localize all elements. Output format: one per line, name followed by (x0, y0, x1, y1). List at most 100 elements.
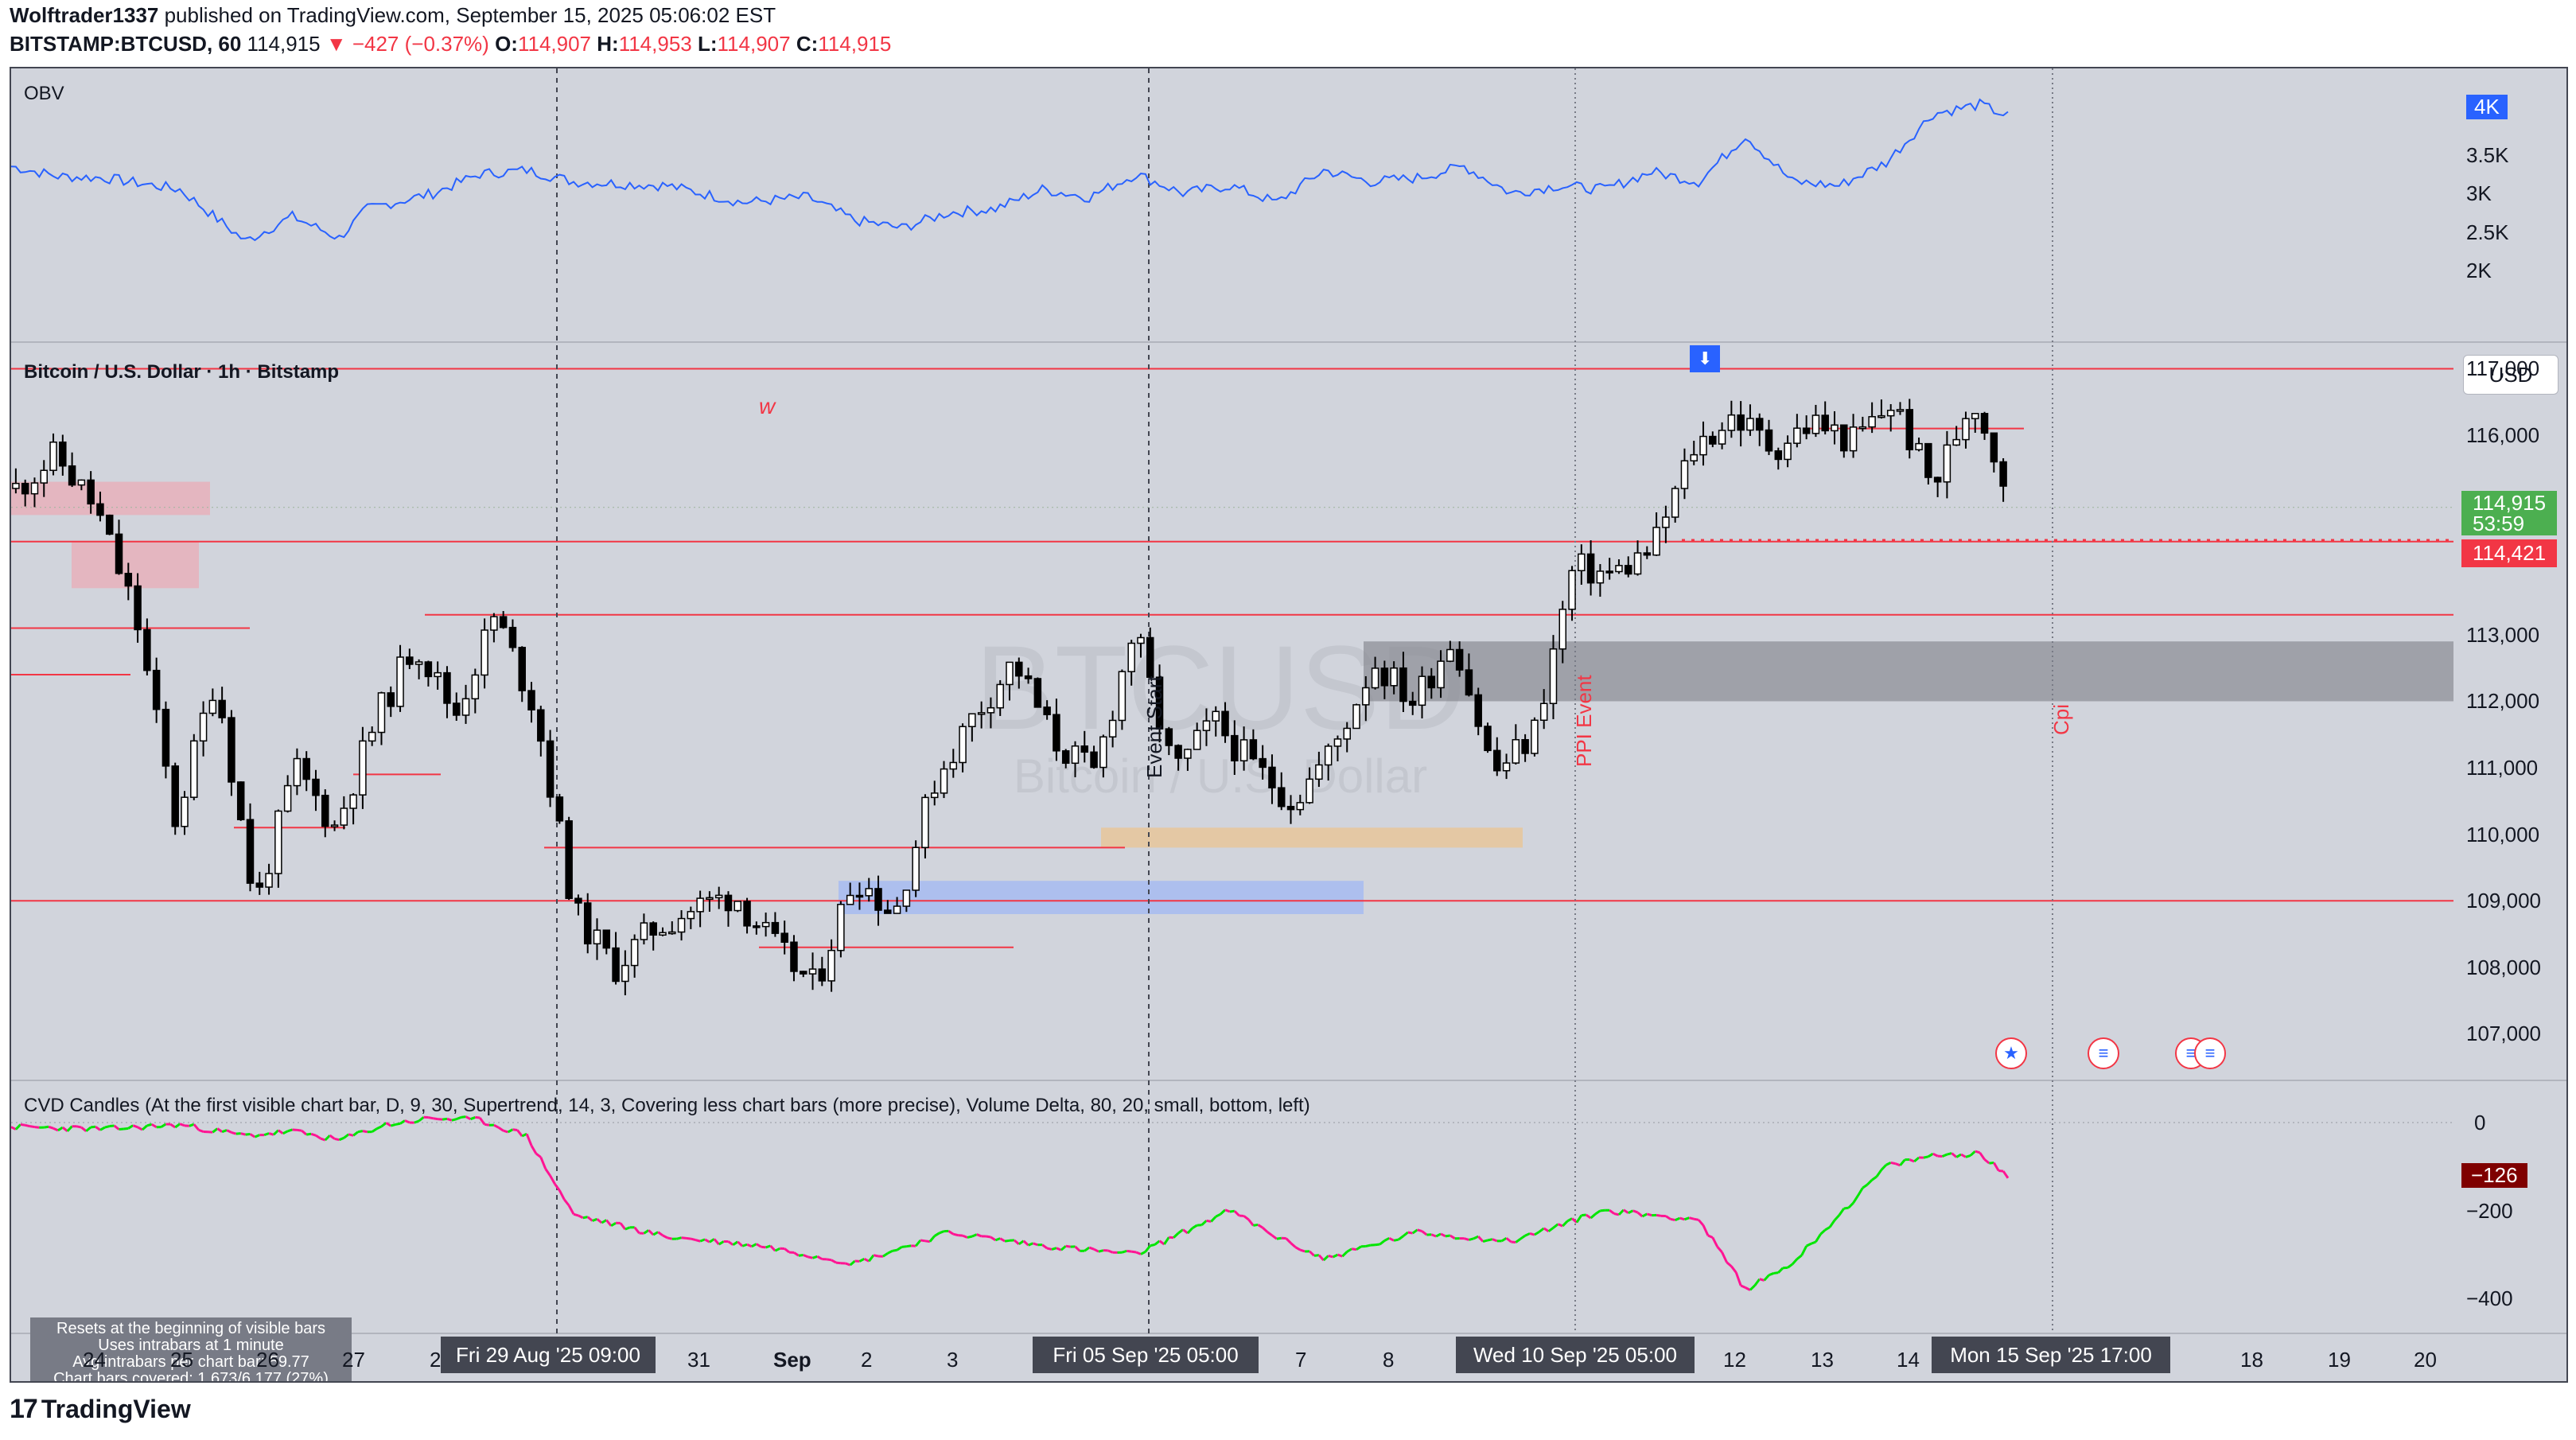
cvd-segment (1022, 1240, 1029, 1247)
chart-frame[interactable]: BTCUSD Bitcoin / U.S. Dollar w Event Start… (10, 67, 2568, 1383)
candle-body (1108, 719, 1117, 738)
cvd-segment (1890, 1161, 1896, 1166)
cvd-segment (1670, 1217, 1675, 1222)
candle-body (1831, 424, 1839, 432)
economic-event-icon[interactable]: ★ (1995, 1037, 2027, 1069)
time-axis-label: 12 (1723, 1348, 1746, 1372)
candle-body (1615, 565, 1623, 573)
cvd-segment (727, 1240, 734, 1246)
cvd-segment (1688, 1216, 1695, 1220)
cvd-segment (113, 1124, 120, 1131)
candle-body (1493, 749, 1501, 772)
cvd-segment (826, 1258, 832, 1262)
ppi-event-label: PPI Event (1572, 675, 1596, 767)
download-arrow-icon[interactable]: ⬇ (1690, 345, 1721, 372)
candle-body (1878, 414, 1885, 418)
cvd-segment (1417, 1228, 1422, 1233)
cvd-segment (1866, 1179, 1874, 1186)
cvd-segment (1056, 1247, 1062, 1251)
cvd-segment (1233, 1210, 1240, 1217)
zone-rect (1101, 827, 1523, 848)
cvd-segment (272, 1129, 279, 1136)
cvd-segment (563, 1198, 570, 1207)
cvd-segment (831, 1259, 837, 1264)
cvd-segment (1299, 1248, 1306, 1253)
cvd-segment (1294, 1246, 1302, 1251)
cvd-segment (1613, 1212, 1620, 1216)
cvd-segment (625, 1226, 631, 1231)
price-axis-label: 107,000 (2466, 1022, 2541, 1046)
candle-body (1512, 739, 1520, 764)
candle-body (330, 824, 339, 827)
down-arrow-icon: ▼ (325, 32, 347, 56)
cvd-segment (596, 1218, 603, 1224)
cvd-segment (1787, 1263, 1793, 1269)
candle-body (49, 442, 57, 471)
cvd-segment (751, 1243, 757, 1248)
candle-body (236, 781, 245, 820)
cvd-segment (657, 1231, 663, 1237)
cvd-segment (169, 1123, 177, 1129)
candle-body (1399, 667, 1407, 702)
cvd-segment (57, 1126, 64, 1132)
cvd-segment (315, 1134, 321, 1140)
candle-body (340, 808, 348, 826)
cvd-segment (179, 1123, 185, 1127)
candle-body (808, 968, 817, 975)
currency-selector[interactable]: USD (2463, 355, 2558, 395)
cvd-segment (1267, 1231, 1273, 1237)
cvd-segment (14, 1123, 21, 1131)
cvd-segment (338, 1136, 344, 1142)
candle-body (77, 479, 86, 486)
cvd-segment (1332, 1253, 1339, 1259)
info-line: Avg intrabars per chart bar: 59.77 (72, 1353, 309, 1371)
candle-body (968, 713, 976, 728)
cvd-segment (1337, 1253, 1343, 1258)
candle-body (1821, 414, 1829, 432)
candle-body (40, 469, 48, 484)
cvd-segment (1534, 1231, 1540, 1236)
candle-body (1193, 730, 1201, 750)
cvd-segment (1656, 1213, 1662, 1217)
cvd-segment (924, 1240, 931, 1243)
candle-body (190, 740, 198, 798)
cvd-segment (1847, 1201, 1854, 1209)
cvd-segment (676, 1236, 682, 1240)
cvd-segment (53, 1127, 59, 1132)
candle-body (1352, 704, 1360, 730)
cvd-segment (48, 1125, 54, 1130)
cvd-segment (920, 1239, 926, 1243)
cvd-segment (1810, 1240, 1816, 1245)
cvd-segment (1697, 1219, 1705, 1227)
candle-body (949, 761, 958, 770)
tradingview-footer[interactable]: 17 TradingView (10, 1394, 191, 1425)
marked-level-badge: 114,421 (2461, 539, 2557, 568)
cvd-segment (141, 1124, 148, 1131)
open-value: 114,907 (517, 32, 592, 56)
time-axis-label: 25 (170, 1348, 193, 1372)
candle-body (537, 709, 545, 742)
cvd-segment (1800, 1245, 1807, 1256)
cvd-segment (348, 1133, 354, 1137)
cvd-segment (1609, 1209, 1615, 1215)
candle-body (1896, 409, 1905, 412)
cvd-segment (85, 1126, 92, 1132)
author-name[interactable]: Wolftrader1337 (10, 3, 159, 27)
price-pane-title: Bitcoin / U.S. Dollar · 1h · Bitstamp (24, 361, 340, 383)
cvd-segment (99, 1126, 106, 1131)
candle-body (865, 888, 873, 897)
candle-body (1071, 745, 1080, 765)
cvd-segment (1220, 1208, 1227, 1216)
cvd-segment (1482, 1239, 1488, 1243)
us-flag-icon[interactable]: ≡ (2194, 1037, 2226, 1069)
cvd-segment (1163, 1236, 1170, 1245)
us-flag-icon[interactable]: ≡ (2088, 1037, 2119, 1069)
cvd-segment (994, 1237, 1001, 1242)
obv-axis-label: 3.5K (2466, 142, 2509, 167)
cvd-segment (1932, 1152, 1939, 1158)
cvd-segment (1229, 1209, 1235, 1213)
candle-body (1118, 671, 1127, 722)
cvd-segment (1388, 1236, 1395, 1242)
cvd-segment (845, 1262, 851, 1267)
